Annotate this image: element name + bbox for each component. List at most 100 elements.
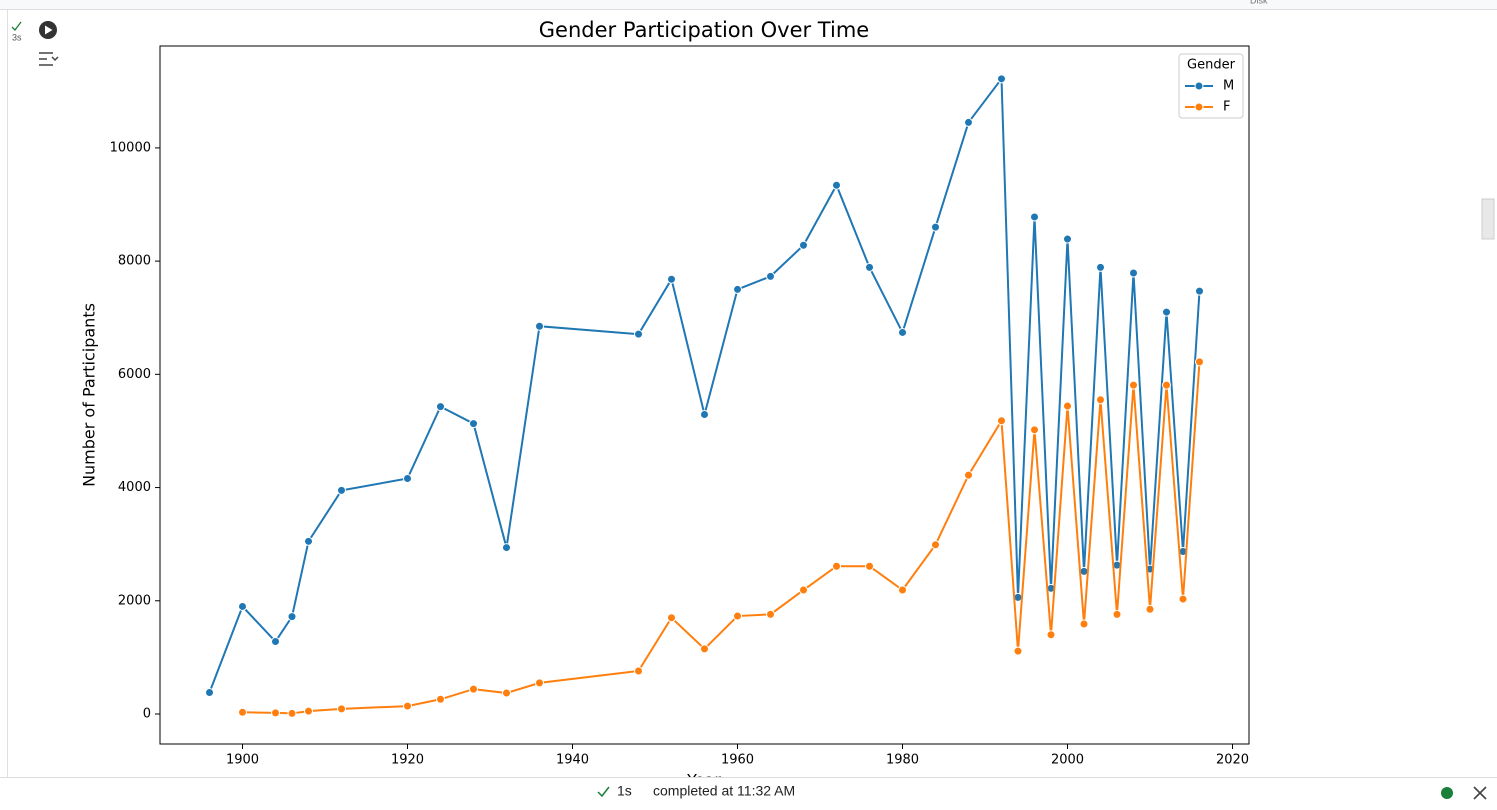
data-point: [1145, 604, 1155, 614]
data-point: [337, 704, 346, 714]
x-tick-label: 1940: [556, 753, 589, 768]
data-point: [799, 585, 808, 595]
data-point: [1079, 619, 1089, 629]
data-point: [997, 74, 1006, 84]
data-point: [535, 678, 544, 688]
data-point: [287, 708, 297, 718]
scrollbar[interactable]: [1481, 198, 1495, 240]
legend-title: Gender: [1187, 58, 1236, 73]
data-point: [1030, 425, 1039, 435]
close-button[interactable]: [1473, 786, 1487, 800]
y-tick-label: 10000: [110, 140, 151, 155]
data-point: [1063, 234, 1072, 244]
data-point: [634, 666, 643, 676]
x-tick-label: 1900: [226, 753, 259, 768]
data-point: [832, 180, 841, 190]
data-point: [931, 540, 940, 550]
data-point: [436, 402, 445, 412]
status-time: 1s: [617, 783, 632, 799]
data-point: [1195, 357, 1204, 367]
data-point: [502, 543, 511, 553]
data-point: [733, 611, 742, 621]
data-point: [766, 271, 775, 281]
y-tick-label: 6000: [118, 367, 151, 382]
data-point: [1129, 268, 1138, 278]
data-point: [469, 419, 478, 429]
data-point: [1096, 262, 1105, 272]
data-point: [799, 240, 808, 250]
data-point: [287, 612, 297, 622]
legend-marker: [1194, 102, 1204, 112]
data-point: [1046, 630, 1056, 640]
data-point: [469, 684, 478, 694]
data-point: [931, 222, 940, 232]
data-point: [964, 470, 973, 480]
output-menu-icon[interactable]: [39, 52, 59, 66]
legend-label: M: [1223, 79, 1234, 94]
data-point: [238, 601, 247, 611]
data-point: [1162, 307, 1171, 317]
data-point: [535, 321, 544, 331]
data-point: [205, 687, 214, 697]
y-tick-label: 4000: [118, 480, 151, 495]
data-point: [865, 561, 874, 571]
y-tick-label: 8000: [118, 254, 151, 269]
x-tick-label: 1920: [391, 753, 424, 768]
run-icon[interactable]: [45, 25, 53, 35]
data-point: [238, 707, 247, 717]
data-point: [502, 688, 511, 698]
data-point: [700, 410, 709, 420]
legend-label: F: [1223, 100, 1230, 115]
data-point: [1096, 395, 1105, 405]
status-check: [597, 786, 610, 798]
data-point: [271, 637, 280, 647]
cell-time: 3s: [12, 32, 22, 42]
chart: Gender Participation Over Time Year Numb…: [80, 18, 1250, 790]
data-point: [1030, 212, 1039, 222]
done-check: [11, 21, 22, 31]
data-point: [1195, 286, 1204, 296]
data-point: [667, 274, 676, 284]
data-point: [1129, 380, 1138, 390]
data-point: [403, 473, 412, 483]
data-point: [1112, 609, 1122, 619]
x-tick-label: 1980: [886, 753, 919, 768]
data-point: [898, 585, 907, 595]
status-bar: [0, 777, 1497, 806]
data-point: [634, 329, 643, 339]
data-point: [667, 613, 676, 623]
y-tick-label: 0: [143, 706, 151, 721]
data-point: [1178, 594, 1188, 604]
data-point: [1013, 646, 1023, 656]
x-tick-label: 1960: [721, 753, 754, 768]
x-tick-label: 2000: [1051, 753, 1084, 768]
data-point: [304, 536, 313, 546]
data-point: [403, 701, 412, 711]
legend-marker: [1194, 81, 1204, 91]
data-point: [337, 485, 346, 495]
data-point: [1162, 380, 1171, 390]
data-point: [997, 416, 1006, 426]
connection-indicator[interactable]: [1441, 787, 1453, 799]
data-point: [304, 706, 313, 716]
data-point: [964, 117, 973, 127]
data-point: [1063, 401, 1072, 411]
y-tick-label: 2000: [118, 593, 151, 608]
data-point: [733, 284, 742, 294]
series-line: [242, 361, 1201, 715]
run-button[interactable]: [39, 21, 57, 39]
data-point: [865, 262, 874, 272]
y-axis-label: Number of Participants: [80, 303, 99, 487]
data-point: [271, 708, 280, 718]
disk-label: Disk: [1250, 0, 1268, 5]
plot-frame: [159, 45, 1250, 745]
x-tick-label: 2020: [1216, 753, 1249, 768]
data-point: [700, 644, 709, 654]
status-text: completed at 11:32 AM: [653, 783, 795, 799]
data-point: [766, 609, 775, 619]
chart-title: Gender Participation Over Time: [539, 18, 869, 42]
data-point: [832, 561, 841, 571]
data-point: [436, 694, 445, 704]
